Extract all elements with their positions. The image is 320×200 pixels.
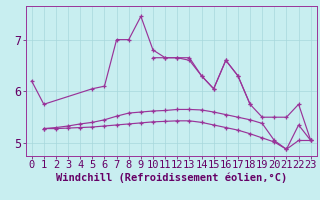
X-axis label: Windchill (Refroidissement éolien,°C): Windchill (Refroidissement éolien,°C): [56, 173, 287, 183]
